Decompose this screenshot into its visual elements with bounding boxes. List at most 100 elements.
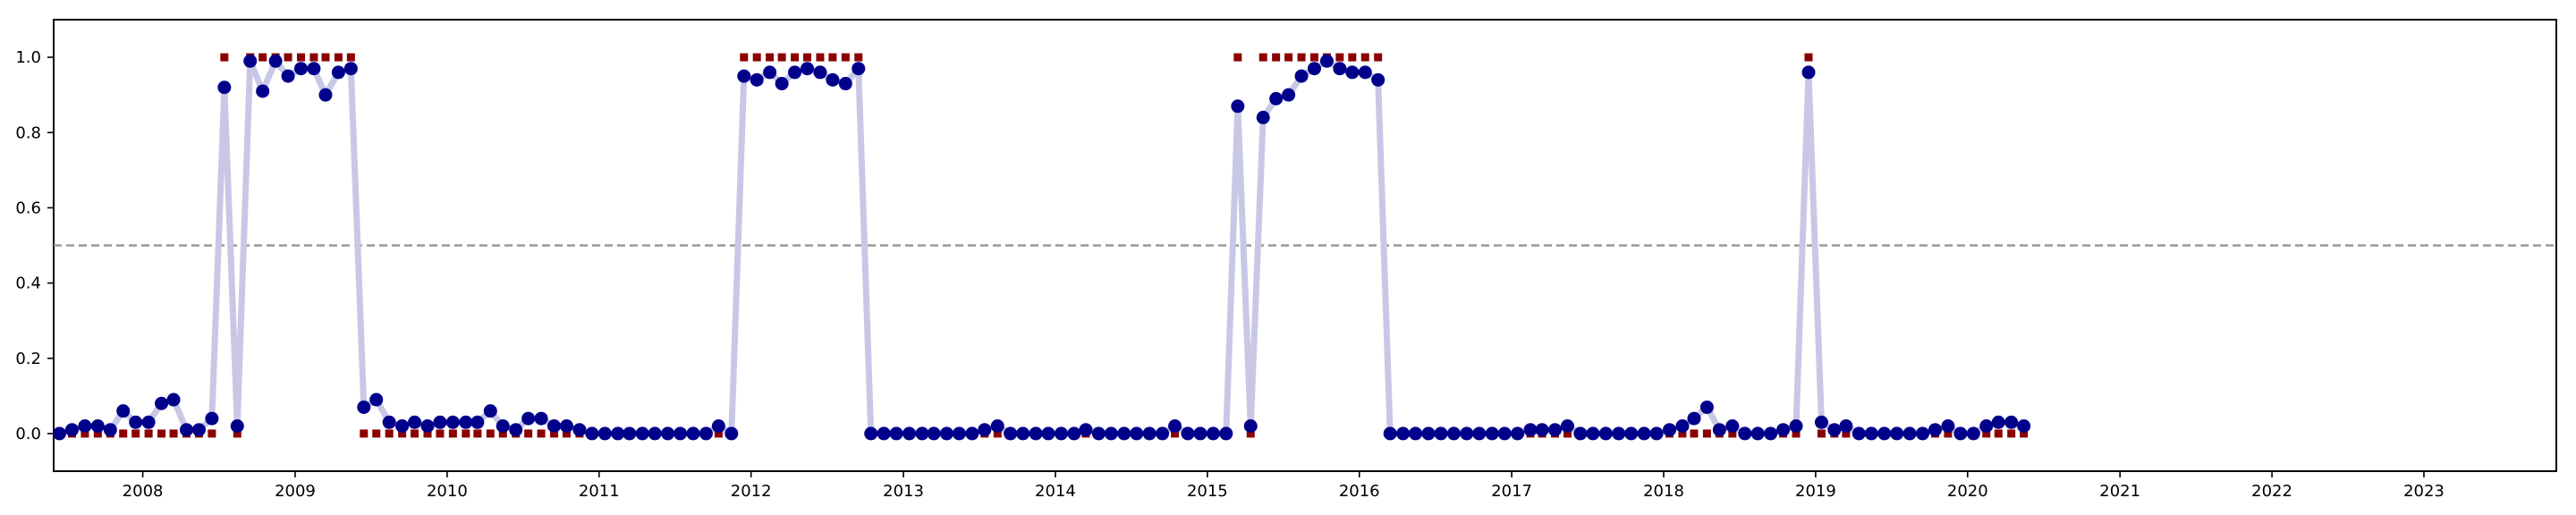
- y-tick-label: 1.0: [15, 48, 41, 67]
- binary-marker: [423, 429, 432, 438]
- binary-marker: [1374, 53, 1383, 62]
- probability-point: [1586, 426, 1600, 441]
- probability-point: [1041, 426, 1055, 441]
- probability-point: [1067, 426, 1081, 441]
- probability-point: [217, 80, 232, 95]
- probability-point: [1345, 65, 1360, 80]
- probability-point: [1941, 419, 1955, 433]
- probability-point: [243, 54, 258, 68]
- probability-point: [674, 426, 688, 441]
- probability-point: [1485, 426, 1499, 441]
- probability-point: [1054, 426, 1068, 441]
- probability-point: [470, 415, 485, 429]
- probability-point: [1181, 426, 1195, 441]
- probability-point: [1801, 65, 1816, 80]
- probability-point: [990, 419, 1004, 433]
- probability-point: [927, 426, 941, 441]
- probability-point: [1294, 69, 1309, 83]
- binary-marker: [169, 429, 178, 438]
- probability-point: [459, 415, 473, 429]
- binary-marker: [791, 53, 800, 62]
- probability-point: [1319, 54, 1334, 68]
- probability-point: [572, 423, 587, 437]
- probability-point: [1750, 426, 1765, 441]
- x-tick-label: 2015: [1187, 482, 1228, 501]
- probability-point: [1560, 419, 1574, 433]
- binary-marker: [1335, 53, 1344, 62]
- binary-marker: [462, 429, 470, 438]
- binary-marker: [1171, 429, 1180, 438]
- probability-point: [166, 393, 181, 407]
- x-tick-label: 2011: [579, 482, 620, 501]
- binary-marker: [436, 429, 445, 438]
- binary-marker: [1348, 53, 1357, 62]
- probability-point: [1687, 411, 1701, 426]
- probability-point: [2004, 415, 2019, 429]
- binary-marker: [2007, 429, 2016, 438]
- probability-point: [64, 423, 79, 437]
- binary-marker: [233, 429, 242, 438]
- binary-marker: [1309, 53, 1318, 62]
- binary-marker: [284, 53, 292, 62]
- probability-point: [813, 65, 827, 80]
- binary-marker: [1233, 53, 1242, 62]
- binary-marker: [385, 429, 394, 438]
- binary-marker: [1817, 429, 1826, 438]
- probability-point: [1371, 72, 1385, 87]
- probability-point: [1598, 426, 1613, 441]
- probability-point: [534, 411, 548, 426]
- binary-marker: [258, 53, 267, 62]
- probability-point: [1928, 423, 1943, 437]
- binary-marker: [372, 429, 381, 438]
- probability-point: [90, 419, 105, 433]
- binary-marker: [1678, 429, 1687, 438]
- probability-point: [1016, 426, 1030, 441]
- probability-point: [78, 419, 92, 433]
- binary-marker: [1994, 429, 2003, 438]
- probability-point: [1789, 419, 1803, 433]
- binary-marker: [208, 429, 216, 438]
- probability-point: [1219, 426, 1233, 441]
- binary-marker: [1804, 53, 1813, 62]
- binary-marker: [766, 53, 775, 62]
- probability-point: [648, 426, 662, 441]
- binary-marker: [334, 53, 343, 62]
- probability-point: [737, 69, 751, 83]
- probability-point: [1511, 426, 1525, 441]
- probability-point: [699, 426, 713, 441]
- probability-point: [1764, 426, 1778, 441]
- probability-point: [1497, 426, 1512, 441]
- probability-point: [1396, 426, 1411, 441]
- x-tick-label: 2008: [123, 482, 164, 501]
- probability-point: [1814, 415, 1828, 429]
- probability-point: [1624, 426, 1639, 441]
- probability-point: [1966, 426, 1980, 441]
- probability-point: [293, 62, 308, 76]
- x-axis: 2008 2009 2010 2011 2012 2013 2014 2015 2016 2017…: [123, 471, 2445, 501]
- probability-point: [1979, 419, 1994, 433]
- probability-point: [230, 419, 244, 433]
- probability-point: [1839, 419, 1853, 433]
- y-tick-label: 0.0: [15, 425, 41, 443]
- x-tick-label: 2019: [1795, 482, 1836, 501]
- probability-point: [408, 415, 422, 429]
- probability-point: [1206, 426, 1220, 441]
- probability-point: [1307, 62, 1321, 76]
- probability-point: [268, 54, 283, 68]
- probability-point: [1712, 423, 1726, 437]
- y-tick-label: 0.8: [15, 123, 41, 142]
- probability-point: [129, 415, 143, 429]
- probability-point: [1890, 426, 1904, 441]
- binary-marker: [157, 429, 166, 438]
- probability-point: [978, 423, 992, 437]
- binary-marker: [220, 53, 229, 62]
- probability-point: [357, 400, 371, 414]
- probability-point: [775, 77, 789, 91]
- probability-point: [1269, 91, 1284, 106]
- binary-marker: [296, 53, 305, 62]
- binary-marker: [524, 429, 533, 438]
- probability-point: [1637, 426, 1651, 441]
- y-tick-label: 0.4: [15, 274, 41, 293]
- probability-point: [611, 426, 625, 441]
